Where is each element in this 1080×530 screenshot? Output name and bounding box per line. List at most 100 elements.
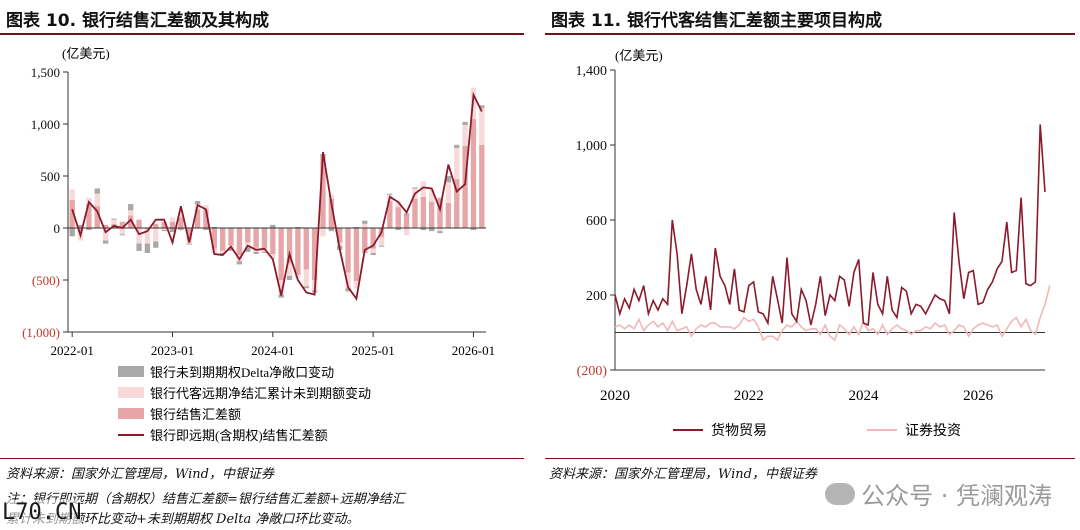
left-bar [370, 252, 376, 256]
left-bar [228, 228, 234, 246]
left-bar [378, 245, 385, 247]
right-title-rule [545, 33, 1075, 35]
left-y-tick-label: 0 [54, 221, 61, 236]
left-bar [320, 228, 326, 237]
left-legend-label: 银行代客远期净结汇累计未到期额变动 [150, 386, 371, 401]
left-bar [387, 200, 393, 228]
right-line-series [614, 285, 1051, 342]
left-bar [69, 189, 75, 200]
left-legend-label: 银行结售汇差额 [150, 407, 241, 422]
right-unit-label: (亿美元) [615, 48, 663, 63]
left-bar [86, 228, 92, 231]
left-legend-label: 银行未到期期权Delta净敞口变动 [150, 365, 334, 380]
left-bar [428, 228, 435, 232]
left-legend-swatch [118, 387, 144, 398]
watermark: 公众号 · 凭澜观涛 [825, 476, 1052, 511]
left-bar [111, 219, 117, 224]
left-bar [86, 204, 92, 228]
right-chart: (亿美元) 1,400 1,000 600 200 (200) 2020 2022 2024 20… [576, 48, 1051, 439]
left-bar [253, 228, 259, 248]
left-bar [178, 228, 184, 231]
right-y-tick-label: 200 [586, 289, 607, 304]
left-chart-title: 图表 10. 银行结售汇差额及其构成 [6, 11, 270, 31]
left-x-tick-label: 2022-01 [51, 343, 94, 358]
left-bar [245, 228, 251, 243]
left-bar [211, 226, 217, 228]
left-note-line-1: 注：银行即远期（含期权）结售汇差额=银行结售汇差额+远期净结汇 [6, 492, 405, 507]
right-x-tick-label: 2020 [600, 388, 630, 404]
left-bar [311, 228, 318, 280]
left-bar [470, 228, 477, 231]
left-x-tick-label: 2026-01 [452, 343, 495, 358]
right-panel: 图表 11. 银行代客结售汇差额主要项目构成 (亿美元) 1,400 1,000 600… [545, 0, 1080, 530]
left-bar [378, 237, 385, 246]
site-label: L70.CN [2, 500, 82, 525]
left-bar [128, 204, 134, 211]
left-x-tick-label: 2025-01 [351, 343, 394, 358]
left-bar [395, 200, 401, 208]
left-bar [387, 193, 393, 195]
left-bar [203, 228, 209, 231]
left-bar [412, 198, 418, 228]
left-bar [128, 215, 134, 228]
left-bar [454, 144, 460, 148]
left-bar [136, 228, 142, 244]
left-bar [77, 224, 84, 228]
left-bar [228, 248, 234, 251]
left-bar [303, 228, 309, 270]
left-bar [245, 247, 251, 252]
right-y-tick-label: 1,400 [576, 64, 608, 79]
left-bar [353, 226, 360, 228]
left-bar [236, 261, 243, 265]
left-legend-swatch [118, 366, 144, 377]
left-bar [161, 230, 167, 232]
right-y-tick-label: 1,000 [576, 139, 608, 154]
left-bar [102, 228, 109, 241]
left-bar [420, 181, 426, 197]
left-bar [286, 263, 293, 276]
left-bar [403, 215, 410, 228]
left-bar [428, 202, 435, 228]
left-bar [153, 228, 159, 242]
left-panel: 图表 10. 银行结售汇差额及其构成 (亿美元) 1,500 1,000 500 0 (50… [0, 0, 532, 530]
left-bar [111, 218, 117, 220]
left-bar [353, 281, 360, 289]
left-bar [102, 224, 109, 228]
left-bar [403, 213, 410, 216]
left-bar [303, 286, 309, 289]
left-x-tick-label: 2023-01 [151, 343, 194, 358]
left-legend-swatch [118, 408, 144, 419]
left-title-rule [0, 33, 524, 35]
left-bar [194, 200, 201, 205]
left-bar [345, 228, 351, 273]
left-bar [337, 228, 343, 243]
right-x-tick-label: 2024 [848, 388, 879, 404]
left-bar [412, 187, 418, 189]
left-bar [295, 274, 301, 278]
right-source-rule [545, 458, 1075, 459]
left-bar [261, 228, 268, 249]
left-bar [437, 228, 443, 232]
left-bar [286, 275, 293, 280]
left-y-tick-label: 500 [41, 169, 61, 184]
left-bar [345, 272, 351, 289]
left-bar [94, 193, 100, 207]
left-bar [278, 294, 284, 298]
left-bar [362, 223, 368, 228]
left-bar [454, 147, 460, 180]
left-bar [270, 224, 276, 228]
left-bar [211, 228, 217, 249]
left-bar [136, 219, 142, 228]
left-bar [144, 228, 151, 230]
right-source: 资料来源：国家外汇管理局，Wind，中银证券 [549, 467, 817, 482]
left-bar [69, 199, 75, 228]
left-bar [236, 228, 243, 256]
left-bar [428, 189, 435, 202]
left-bar [119, 234, 126, 236]
left-bar [479, 108, 485, 145]
left-bar [136, 243, 142, 251]
left-chart: (亿美元)1,500 1,000 500 0 (500) (1,000) 2022-01 20… [22, 46, 495, 443]
left-bar [203, 209, 209, 228]
left-bar [462, 121, 468, 126]
left-bar [69, 228, 75, 237]
